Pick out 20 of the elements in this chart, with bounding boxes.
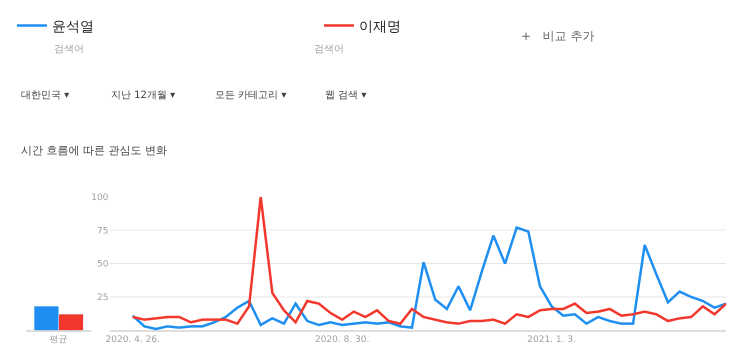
text: + 비교 추가 [521,29,594,43]
chart-title: 시간 흐름에 따른 관심도 변화 [21,144,167,157]
line-series [131,226,726,330]
line-series [131,196,726,325]
text: 모든 카테고리 ▾ [215,90,286,101]
y-tick-label: 25 [96,293,108,304]
y-tick-label: 100 [91,192,109,203]
x-tick-label: 2020. 4. 26. [106,335,160,346]
text: 검색어 [54,44,84,55]
y-tick-label: 75 [96,226,108,236]
text: 검색어 [314,44,344,55]
text: 대한민국 ▾ [21,90,70,101]
x-tick-label: 평균 [50,335,68,346]
text: 웹 검색 ▾ [325,90,366,101]
x-tick-label: 2020. 8. 30. [314,335,370,346]
legend-label: 이재명 [358,18,401,35]
text: 지난 12개월 ▾ [111,90,176,101]
y-tick-label: 50 [96,260,109,270]
legend-label: 윤석열 [52,18,94,35]
x-tick-label: 2021. 1. 3. [527,335,576,346]
